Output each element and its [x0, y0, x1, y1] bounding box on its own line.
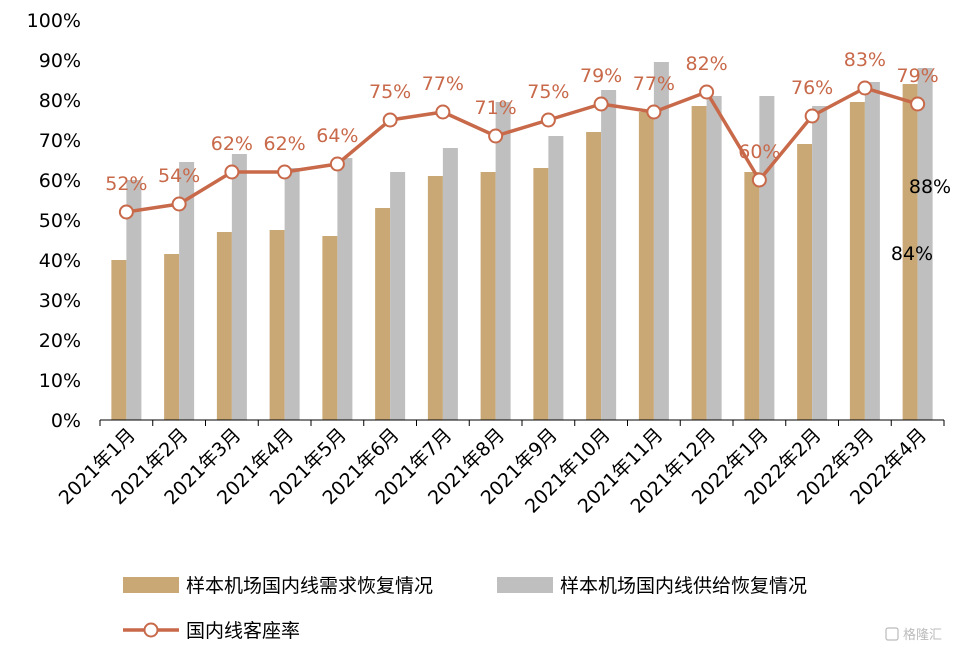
y-axis: 0% 10% 20% 30% 40% 50% 60% 70% 80% 90% 100%	[27, 10, 81, 432]
y-tick-label: 0%	[51, 410, 81, 432]
watermark-text: 格隆汇	[903, 627, 942, 643]
line-data-label: 62%	[264, 133, 306, 155]
line-point	[910, 96, 926, 112]
line-data-label: 64%	[316, 125, 358, 147]
watermark: 格隆汇	[885, 627, 942, 643]
line-point	[699, 84, 715, 100]
bar-supply	[706, 96, 722, 420]
y-tick-label: 60%	[39, 170, 81, 192]
bar-demand	[164, 254, 180, 420]
line-point	[277, 164, 293, 180]
line-point	[329, 156, 345, 172]
line-load-factor-series: 52% 54% 62% 62% 64% 75% 77% 71% 75% 79% 77% 82% 60% 7…	[105, 49, 939, 220]
bar-demand	[902, 84, 918, 420]
bar-demand	[427, 176, 443, 420]
bar-supply	[548, 136, 564, 420]
line-point	[118, 204, 134, 220]
line-data-label: 71%	[475, 97, 517, 119]
line-data-label: 62%	[211, 133, 253, 155]
legend-label-supply: 样本机场国内线供给恢复情况	[560, 575, 807, 597]
y-tick-label: 80%	[39, 90, 81, 112]
bar-demand	[269, 230, 285, 420]
bar-supply	[917, 68, 933, 420]
legend-label-demand: 样本机场国内线需求恢复情况	[186, 575, 433, 597]
line-data-label: 77%	[422, 73, 464, 95]
watermark-logo-icon	[885, 627, 899, 641]
bar-supply	[864, 82, 880, 420]
chart-annotation: 84%	[891, 243, 933, 265]
line-point	[751, 172, 767, 188]
line-data-label: 54%	[158, 165, 200, 187]
y-tick-label: 10%	[39, 370, 81, 392]
line-point	[646, 104, 662, 120]
bar-demand	[638, 112, 654, 420]
y-tick-label: 40%	[39, 250, 81, 272]
bar-supply	[601, 90, 617, 420]
line-data-label: 79%	[580, 65, 622, 87]
y-tick-label: 70%	[39, 130, 81, 152]
bar-demand	[480, 172, 496, 420]
line-data-label: 83%	[844, 49, 886, 71]
legend-swatch-demand	[123, 577, 179, 593]
bar-supply	[495, 102, 511, 420]
bar-demand	[586, 132, 602, 420]
line-data-label: 60%	[738, 141, 780, 163]
y-tick-label: 100%	[27, 10, 81, 32]
bar-supply	[390, 172, 406, 420]
y-tick-label: 90%	[39, 50, 81, 72]
bar-demand	[797, 144, 813, 420]
line-point	[804, 108, 820, 124]
bar-demand	[375, 208, 391, 420]
bars-supply-series	[126, 62, 933, 420]
bar-supply	[231, 154, 247, 420]
line-data-label: 75%	[369, 81, 411, 103]
line-data-label: 52%	[105, 173, 147, 195]
y-tick-label: 30%	[39, 290, 81, 312]
bar-demand	[849, 102, 865, 420]
line-data-label: 77%	[633, 73, 675, 95]
bar-demand	[322, 236, 338, 420]
legend-label-line: 国内线客座率	[186, 620, 300, 642]
bar-supply	[653, 62, 669, 420]
line-point	[593, 96, 609, 112]
line-point	[488, 128, 504, 144]
bar-demand	[111, 260, 127, 420]
line-point	[435, 104, 451, 120]
legend-swatch-line-marker	[143, 622, 159, 638]
bar-demand	[691, 106, 707, 420]
legend-swatch-supply	[497, 577, 553, 593]
y-tick-label: 50%	[39, 210, 81, 232]
bar-demand	[216, 232, 232, 420]
bar-demand	[744, 172, 760, 420]
line-point	[857, 80, 873, 96]
bar-supply	[126, 180, 142, 420]
line-data-label: 76%	[791, 77, 833, 99]
y-tick-label: 20%	[39, 330, 81, 352]
annotations: 88% 84%	[891, 176, 951, 265]
bar-supply	[442, 148, 458, 420]
bar-demand	[533, 168, 549, 420]
line-point	[382, 112, 398, 128]
bar-supply	[284, 168, 300, 420]
line-data-label: 82%	[686, 53, 728, 75]
line-point	[540, 112, 556, 128]
line-point	[224, 164, 240, 180]
x-axis: 2021年1月2021年2月2021年3月2021年4月2021年5月2021年…	[55, 419, 945, 518]
line-load-factor	[126, 86, 919, 214]
chart-annotation: 88%	[909, 176, 951, 198]
line-point	[171, 196, 187, 212]
bars-demand-series	[111, 84, 918, 420]
bar-supply	[337, 158, 353, 420]
bar-supply	[179, 162, 195, 420]
line-data-label: 79%	[897, 65, 939, 87]
bar-supply	[812, 106, 828, 420]
line-data-label: 75%	[527, 81, 569, 103]
